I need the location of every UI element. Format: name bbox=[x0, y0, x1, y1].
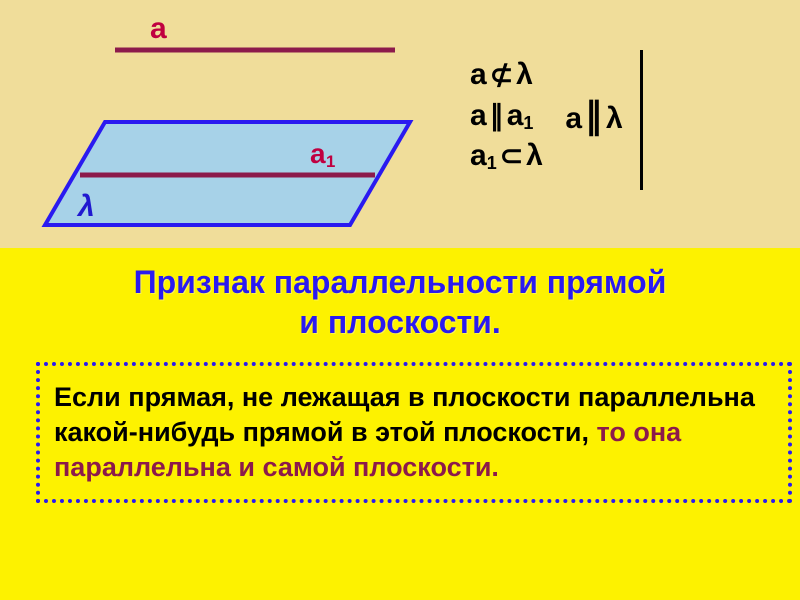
title-line1: Признак параллельности прямой bbox=[134, 264, 667, 300]
top-panel: a a 1 λ a⊄λa∥a1a1⊂λ a∥λ bbox=[0, 0, 800, 248]
geometry-diagram: a a 1 λ bbox=[10, 10, 440, 240]
parallel-icon: ∥ bbox=[585, 95, 603, 136]
premise: a∥a1 bbox=[470, 96, 543, 137]
concl-rhs: λ bbox=[606, 102, 623, 135]
concl-lhs: a bbox=[565, 102, 582, 135]
inference-divider bbox=[640, 50, 643, 190]
label-a: a bbox=[150, 12, 167, 45]
theorem-box: Если прямая, не лежащая в плоскости пара… bbox=[36, 362, 792, 503]
theorem-title: Признак параллельности прямой и плоскост… bbox=[0, 262, 800, 342]
title-line2: и плоскости. bbox=[299, 304, 500, 340]
premise: a1⊂λ bbox=[470, 136, 543, 177]
premise: a⊄λ bbox=[470, 55, 543, 96]
formula-block: a⊄λa∥a1a1⊂λ a∥λ bbox=[470, 55, 780, 177]
label-lambda: λ bbox=[76, 190, 95, 223]
svg-text:a: a bbox=[310, 138, 326, 169]
conclusion-formula: a∥λ bbox=[565, 93, 622, 138]
slide: a a 1 λ a⊄λa∥a1a1⊂λ a∥λ Признак параллел… bbox=[0, 0, 800, 600]
premises: a⊄λa∥a1a1⊂λ bbox=[470, 55, 543, 177]
bottom-panel: Признак параллельности прямой и плоскост… bbox=[0, 248, 800, 600]
svg-text:1: 1 bbox=[326, 152, 335, 171]
